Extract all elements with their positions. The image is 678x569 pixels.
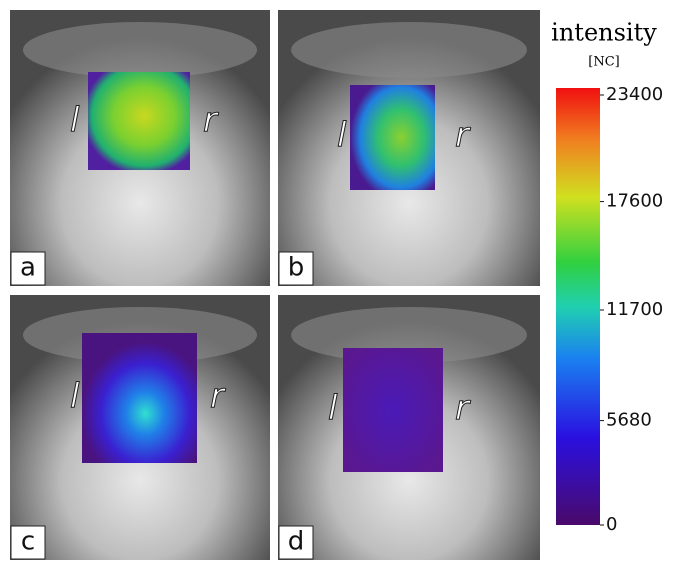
panel-letter: d <box>288 527 305 557</box>
heat-map <box>88 72 190 170</box>
left-label: l <box>337 116 347 156</box>
left-label: l <box>70 101 80 141</box>
panel: l r c <box>10 295 270 560</box>
colorbar-tick-label: 17600 <box>606 191 663 212</box>
panel: l r b <box>278 10 540 286</box>
panel-letter: c <box>21 527 35 557</box>
colorbar-tick-label: 23400 <box>606 84 663 105</box>
shoulders <box>291 22 527 78</box>
colorbar-tick-label: 5680 <box>606 410 652 431</box>
right-label: r <box>203 101 219 141</box>
colorbar <box>556 88 600 525</box>
right-label: r <box>210 377 226 417</box>
colorbar-tick-label: 11700 <box>606 299 663 320</box>
right-label: r <box>455 116 471 156</box>
colorbar-tick-label: 0 <box>606 514 617 535</box>
panel-letter: a <box>20 253 36 283</box>
heat-map <box>343 348 443 472</box>
panels: l r a l r b l r c l r d <box>10 10 540 560</box>
panel: l r a <box>10 10 270 286</box>
figure: l r a l r b l r c l r d intensity [NC] 23400 17600 11… <box>0 0 678 565</box>
left-label: l <box>328 389 338 429</box>
colorbar-unit: [NC] <box>588 55 619 70</box>
heat-map <box>82 333 197 463</box>
heat-map <box>350 85 435 190</box>
panel: l r d <box>278 295 540 560</box>
panel-letter: b <box>288 253 305 283</box>
left-label: l <box>70 377 80 417</box>
shoulders <box>23 22 257 78</box>
colorbar-title: intensity <box>551 19 657 47</box>
right-label: r <box>455 389 471 429</box>
